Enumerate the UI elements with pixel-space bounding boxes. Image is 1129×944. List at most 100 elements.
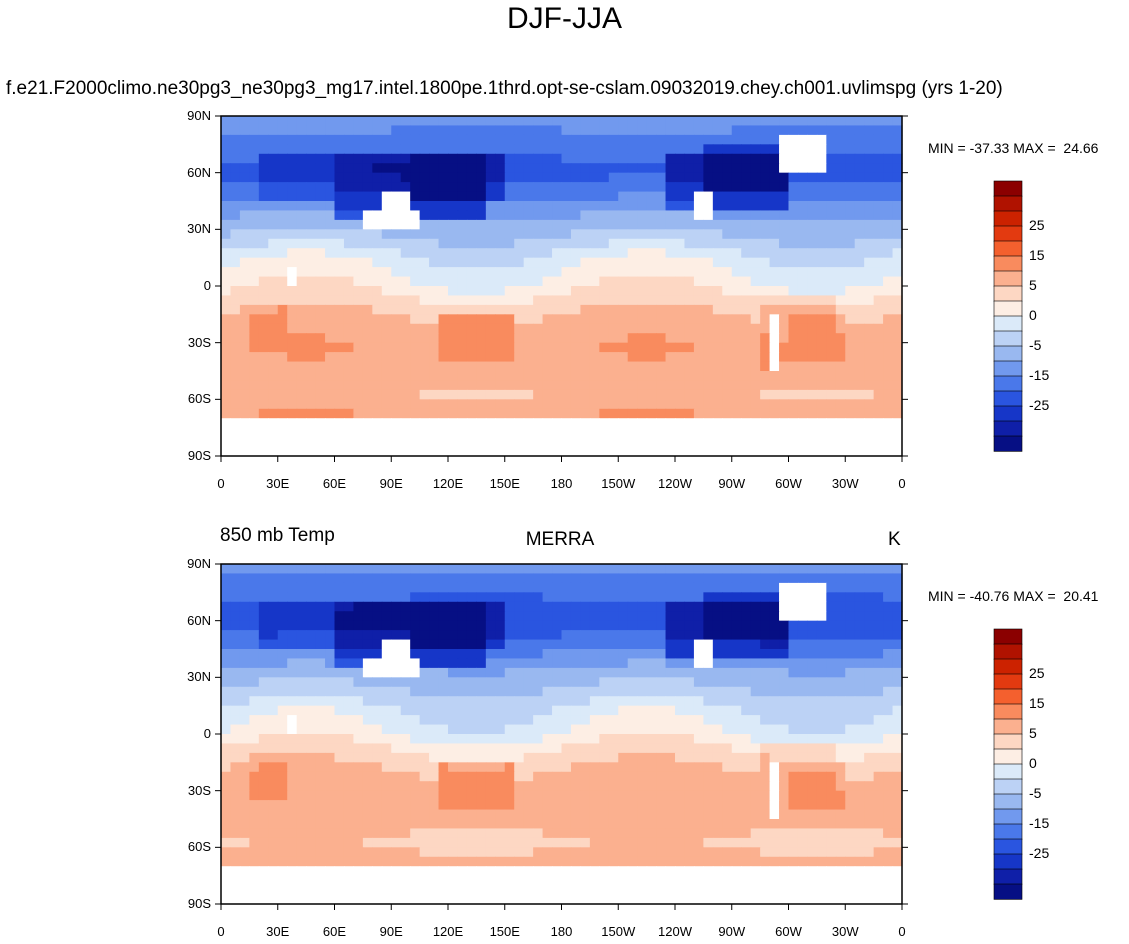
heat-cell: [826, 437, 837, 448]
heat-cell: [523, 352, 534, 363]
heat-cell: [495, 182, 506, 193]
heat-cell: [457, 248, 468, 259]
heat-cell: [665, 295, 676, 306]
heat-cell: [448, 323, 459, 334]
heat-cell: [892, 219, 903, 230]
heat-cell: [854, 611, 865, 622]
heat-cell: [391, 125, 402, 136]
heat-cell: [514, 389, 525, 400]
heat-cell: [826, 295, 837, 306]
heat-cell: [495, 286, 506, 297]
heat-cell: [816, 257, 827, 268]
heat-cell: [296, 371, 307, 382]
heat-cell: [779, 380, 790, 391]
heat-cell: [221, 286, 232, 297]
heat-cell: [343, 333, 355, 344]
heat-cell: [693, 191, 704, 202]
heat-cell: [325, 304, 336, 315]
heat-cell: [221, 361, 232, 372]
heat-cell: [466, 333, 477, 344]
heat-cell: [684, 601, 695, 612]
heat-cell: [637, 418, 648, 429]
heat-cell: [362, 639, 373, 650]
heat-cell: [466, 677, 477, 688]
heat-cell: [656, 800, 667, 811]
heat-cell: [807, 418, 818, 429]
heat-cell: [693, 800, 704, 811]
heat-cell: [542, 134, 553, 145]
heat-cell: [589, 295, 600, 306]
heat-cell: [287, 667, 298, 678]
heat-cell: [353, 408, 364, 419]
heat-cell: [627, 819, 638, 830]
heat-cell: [552, 446, 563, 457]
heat-cell: [618, 856, 629, 867]
heat-cell: [760, 219, 771, 230]
heat-cell: [656, 658, 667, 669]
heat-cell: [325, 630, 336, 641]
heat-cell: [684, 781, 695, 792]
heat-cell: [797, 333, 809, 344]
heat-cell: [362, 191, 373, 202]
heat-cell: [485, 314, 496, 325]
heat-cell: [864, 144, 875, 155]
heat-cell: [599, 564, 610, 575]
heat-cell: [429, 592, 440, 603]
heat-cell: [703, 314, 714, 325]
heat-cell: [570, 352, 582, 363]
heat-cell: [410, 210, 421, 221]
heat-cell: [391, 134, 402, 145]
heat-cell: [854, 837, 865, 848]
heat-cell: [760, 361, 771, 372]
heat-cell: [381, 715, 392, 726]
heat-cell: [873, 592, 884, 603]
heat-cell: [410, 743, 421, 754]
heat-cell: [457, 191, 468, 202]
heat-cell: [277, 248, 288, 259]
heat-cell: [750, 153, 761, 164]
heat-cell: [826, 686, 837, 697]
heat-cell: [712, 144, 723, 155]
heat-cell: [495, 229, 506, 240]
heat-cell: [400, 153, 411, 164]
heat-cell: [750, 800, 761, 811]
heat-cell: [372, 437, 383, 448]
heat-cell: [665, 837, 676, 848]
heat-cell: [599, 314, 610, 325]
panel-obs-min: MIN = -40.76: [928, 588, 1010, 604]
heat-cell: [750, 601, 761, 612]
heat-cell: [797, 323, 809, 334]
heat-cell: [419, 866, 430, 877]
heat-cell: [268, 323, 279, 334]
heat-cell: [296, 592, 307, 603]
heat-cell: [646, 389, 657, 400]
heat-cell: [627, 762, 638, 773]
heat-cell: [552, 427, 563, 438]
heat-cell: [268, 573, 279, 584]
heat-cell: [750, 314, 761, 325]
heat-cell: [542, 304, 553, 315]
heat-cell: [391, 248, 402, 259]
heat-cell: [429, 762, 440, 773]
heat-cell: [239, 573, 250, 584]
heat-cell: [826, 172, 837, 183]
heat-cell: [343, 592, 355, 603]
heat-cell: [797, 667, 809, 678]
heat-cell: [410, 667, 421, 678]
heat-cell: [221, 267, 232, 278]
heat-cell: [883, 437, 894, 448]
heat-cell: [457, 238, 468, 249]
heat-cell: [334, 418, 345, 429]
panel-model-min: MIN = -37.33: [928, 140, 1010, 156]
heat-cell: [258, 248, 269, 259]
heat-cell: [561, 837, 572, 848]
heat-cell: [277, 144, 288, 155]
heat-cell: [873, 210, 884, 221]
heat-cell: [712, 847, 723, 858]
heat-cell: [362, 828, 373, 839]
heat-cell: [466, 828, 477, 839]
heat-cell: [448, 219, 459, 230]
heat-cell: [873, 677, 884, 688]
heat-cell: [504, 380, 515, 391]
heat-cell: [816, 333, 827, 344]
